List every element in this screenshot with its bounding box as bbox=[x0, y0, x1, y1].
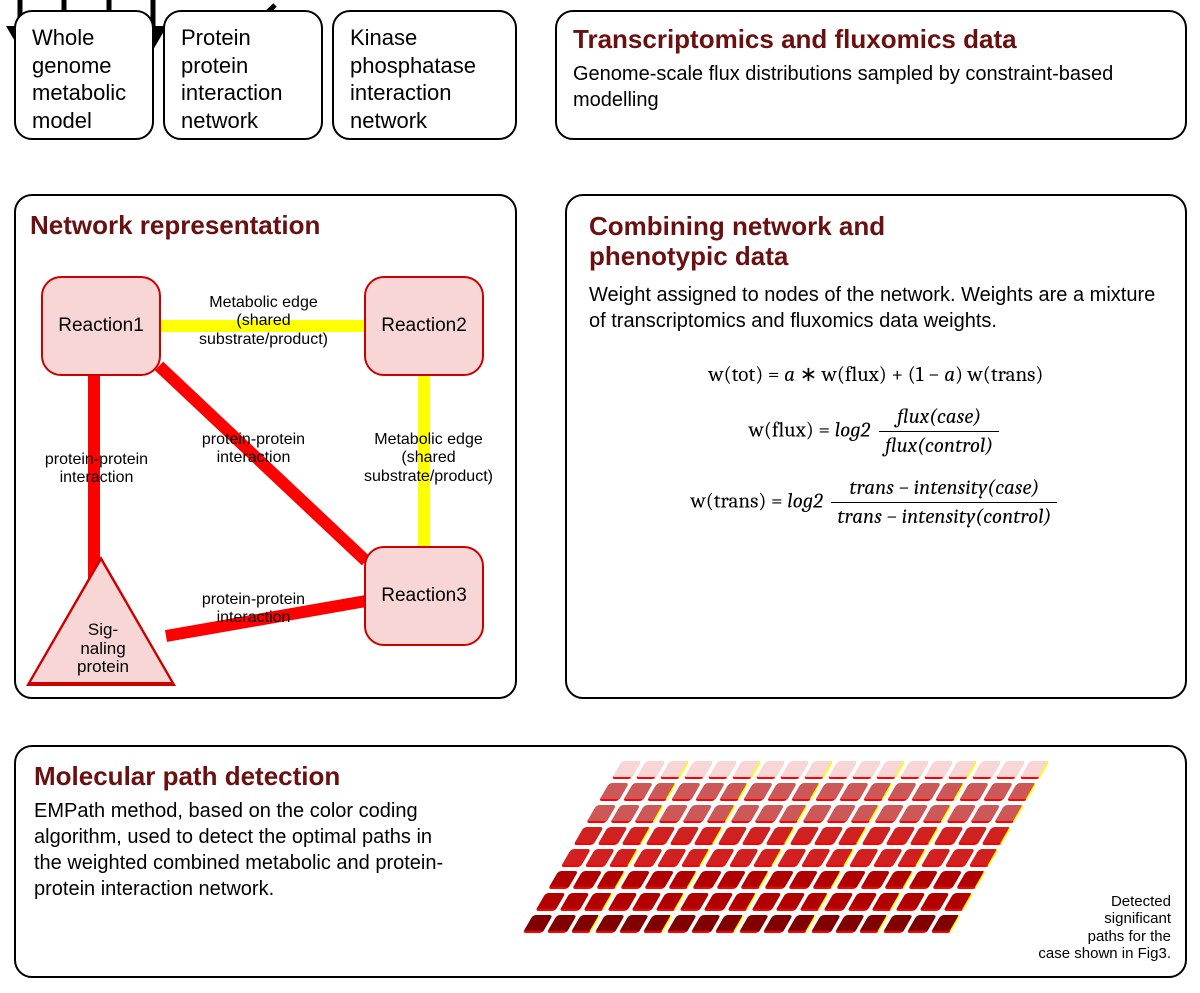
edge-label-m1: Metabolic edge (shared substrate/product… bbox=[181, 294, 346, 349]
box-network-rep: Network representation Reaction1 Reactio… bbox=[14, 194, 517, 699]
box-subtitle: Genome-scale flux distributions sampled … bbox=[573, 61, 1169, 113]
edge-label-p3: protein-protein interaction bbox=[191, 591, 316, 628]
detect-desc: EMPath method, based on the color coding… bbox=[34, 798, 454, 902]
edge-label-m2: Metabolic edge (shared substrate/product… bbox=[346, 431, 511, 486]
node-label: Reaction2 bbox=[381, 315, 467, 337]
box-text: Protein protein interaction network bbox=[181, 25, 283, 133]
formula-wflux: w(flux) = log2 flux(case) flux(control) bbox=[589, 405, 1163, 458]
detect-caption: Detected significant paths for the case … bbox=[1016, 893, 1171, 962]
box-text: Whole genome metabolic model bbox=[32, 25, 126, 133]
signaling-label: Sig- naling protein bbox=[68, 621, 138, 677]
combine-title: Combining network and phenotypic data bbox=[589, 212, 1163, 272]
canvas: Whole genome metabolic model Protein pro… bbox=[0, 0, 1200, 993]
node-label: Reaction1 bbox=[58, 315, 144, 337]
node-reaction2: Reaction2 bbox=[364, 276, 484, 376]
box-title: Transcriptomics and fluxomics data bbox=[573, 24, 1169, 55]
box-combining: Combining network and phenotypic data We… bbox=[565, 194, 1187, 699]
box-path-detection: Molecular path detection EMPath method, … bbox=[14, 745, 1187, 978]
box-text: Kinase phosphatase interaction network bbox=[350, 25, 476, 133]
box-kinase-phosphatase: Kinase phosphatase interaction network bbox=[332, 10, 517, 140]
node-reaction3: Reaction3 bbox=[364, 546, 484, 646]
combine-desc: Weight assigned to nodes of the network.… bbox=[589, 282, 1163, 334]
edge-label-p1: protein-protein interaction bbox=[34, 451, 159, 488]
box-transcriptomics: Transcriptomics and fluxomics data Genom… bbox=[555, 10, 1187, 140]
box-whole-genome: Whole genome metabolic model bbox=[14, 10, 154, 140]
formula-wtrans: w(trans) = log2 trans − intensity(case) … bbox=[589, 476, 1163, 529]
node-reaction1: Reaction1 bbox=[41, 276, 161, 376]
edge-label-p2: protein-protein interaction bbox=[191, 431, 316, 468]
box-ppi-network: Protein protein interaction network bbox=[163, 10, 323, 140]
formula-wtot: w(tot) = a ∗ w(flux) + (1 − a) w(trans) bbox=[589, 362, 1163, 387]
node-label: Reaction3 bbox=[381, 585, 467, 607]
